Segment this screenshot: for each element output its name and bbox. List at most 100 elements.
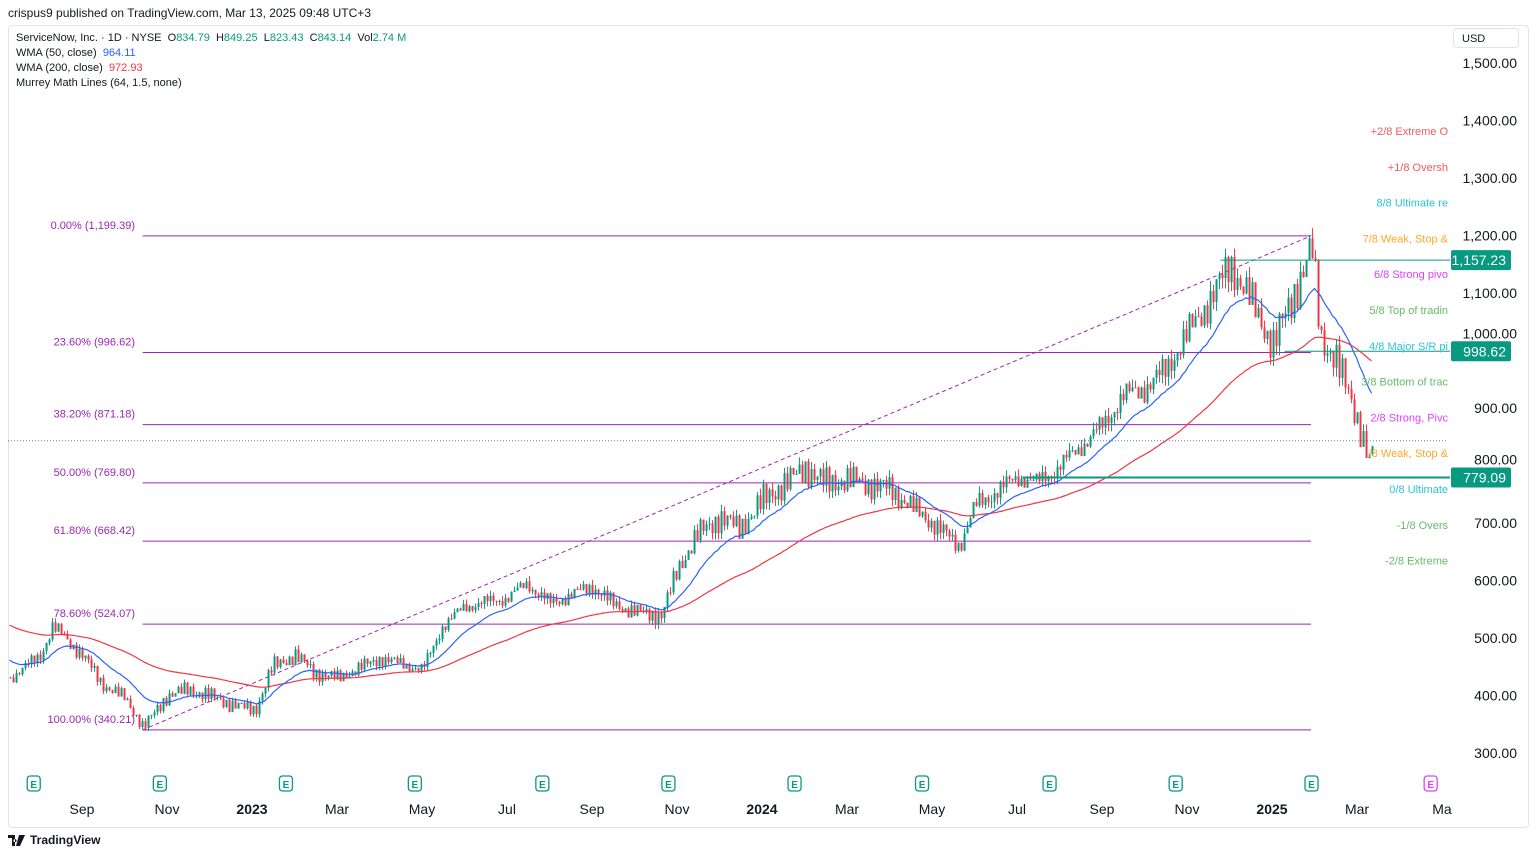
candle-body [399,657,402,663]
candle [690,550,693,554]
candle-body [63,634,66,636]
candle-body [1335,344,1338,368]
candle-body [153,712,156,716]
candle [639,604,642,612]
earnings-marker[interactable]: E [1168,775,1183,792]
candle [1329,348,1332,362]
wma50-row[interactable]: WMA (50, close) 964.11 [16,46,406,61]
candle-body [384,657,387,667]
candle-body [87,655,90,660]
candle [741,518,744,539]
chart-legend: ServiceNow, Inc. · 1D · NYSE O834.79 H84… [16,31,406,91]
candle-body [1308,238,1311,260]
earnings-marker[interactable]: E [278,775,294,792]
candle-body [69,639,72,649]
wma200-row[interactable]: WMA (200, close) 972.93 [16,61,406,76]
candle-body [81,648,84,659]
candle-body [1164,358,1167,377]
earnings-marker[interactable]: E [787,775,802,792]
chart-panel[interactable] [8,25,1529,828]
candle [258,697,261,718]
candle-body [792,467,795,475]
candle-body [1287,297,1290,314]
earnings-marker[interactable]: E [914,775,930,792]
candle-body [150,715,153,717]
candle-body [1026,479,1029,488]
candle-body [222,698,225,708]
candle-body [1128,383,1131,392]
candle-body [684,559,687,569]
candle [180,683,183,694]
candle-body [123,688,126,701]
y-tick-label: 600.00 [1474,573,1517,589]
murrey-row[interactable]: Murrey Math Lines (64, 1.5, none) [16,76,406,91]
candle-body [462,604,465,611]
candle [255,703,258,718]
candle-body [753,515,756,517]
candle [909,494,912,508]
symbol-title[interactable]: ServiceNow, Inc. · 1D · NYSE [16,32,162,44]
candle-body [828,467,831,492]
fib-level-label: 50.00% (769.80) [54,467,135,479]
candle [1005,470,1008,493]
candle [177,685,180,694]
price-tag [1451,341,1511,362]
candle-body [585,584,588,594]
earnings-marker[interactable]: E [1042,775,1057,792]
candle-body [1176,353,1179,361]
candle-body [978,493,981,506]
candle-body [1320,326,1323,330]
candle [144,718,147,731]
candle-body [600,594,603,596]
candle-body [246,701,249,709]
earnings-marker[interactable]: E [26,775,41,792]
candle-body [1032,479,1035,481]
candle [174,693,177,697]
candle-body [1155,369,1158,378]
candle [513,586,516,592]
candle [1233,248,1236,298]
candle-body [1278,313,1281,346]
candle-body [267,670,270,688]
open-label: O [167,32,177,44]
candle [762,479,765,515]
candle-body [1200,316,1203,326]
earnings-marker[interactable]: E [1304,775,1319,792]
candle-body [459,608,462,611]
candle-body [1224,257,1227,279]
candle-body [819,469,822,477]
x-tick-label: Ma [1432,801,1452,817]
candle [459,607,462,611]
candle-body [1248,277,1251,305]
candle [717,514,720,540]
candle [546,592,549,605]
candle [27,658,30,668]
candle [429,651,432,658]
candle-body [219,696,222,699]
earnings-marker[interactable]: E [407,775,422,792]
candle [786,466,789,493]
candle [201,692,204,703]
currency-button[interactable]: USD [1453,28,1519,48]
candle [966,521,969,534]
earnings-marker[interactable]: E [535,775,550,792]
candle [807,458,810,489]
candle-body [369,661,372,664]
candle-body [291,656,294,666]
candle-body [45,642,48,651]
candle [1209,280,1212,330]
candle [789,465,792,492]
candle-body [987,497,990,503]
candle-body [522,582,525,589]
candle-body [864,480,867,495]
murrey-level-label: 6/8 Strong pivo [1374,269,1448,281]
earnings-marker[interactable]: E [1423,775,1438,792]
candle-body [144,721,147,728]
candle-body [420,664,423,671]
candle [1230,255,1233,291]
earnings-marker[interactable]: E [661,775,676,792]
earnings-marker[interactable]: E [152,775,167,792]
candle-body [231,700,234,713]
candle-body [1068,450,1071,458]
